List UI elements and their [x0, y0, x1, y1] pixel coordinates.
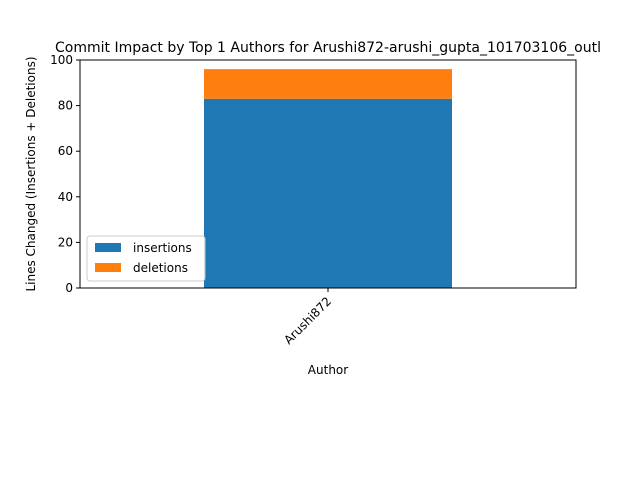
legend-swatch-insertions — [95, 243, 121, 252]
bar-deletions-0 — [204, 69, 452, 99]
legend-label-deletions: deletions — [133, 261, 188, 275]
x-axis-label: Author — [308, 363, 348, 377]
y-tick-label-5: 100 — [50, 53, 73, 67]
legend: insertions deletions — [86, 235, 206, 282]
y-tick-label-2: 40 — [58, 190, 73, 204]
bar-group — [204, 69, 452, 288]
x-tick-label-0: Arushi872 — [281, 294, 334, 347]
y-tick-label-4: 80 — [58, 99, 73, 113]
x-axis: Arushi872 — [281, 288, 334, 347]
plot-frame — [79, 59, 577, 289]
chart-title: Commit Impact by Top 1 Authors for Arush… — [55, 40, 601, 56]
bar-insertions-0 — [204, 98, 452, 288]
y-tick-label-0: 0 — [65, 281, 73, 295]
legend-swatch-deletions — [95, 263, 121, 272]
legend-label-insertions: insertions — [133, 241, 192, 255]
y-axis-label: Lines Changed (Insertions + Deletions) — [24, 56, 38, 291]
y-axis: 0 20 40 60 80 100 — [50, 53, 80, 295]
y-tick-label-3: 60 — [58, 144, 73, 158]
y-tick-label-1: 20 — [58, 235, 73, 249]
